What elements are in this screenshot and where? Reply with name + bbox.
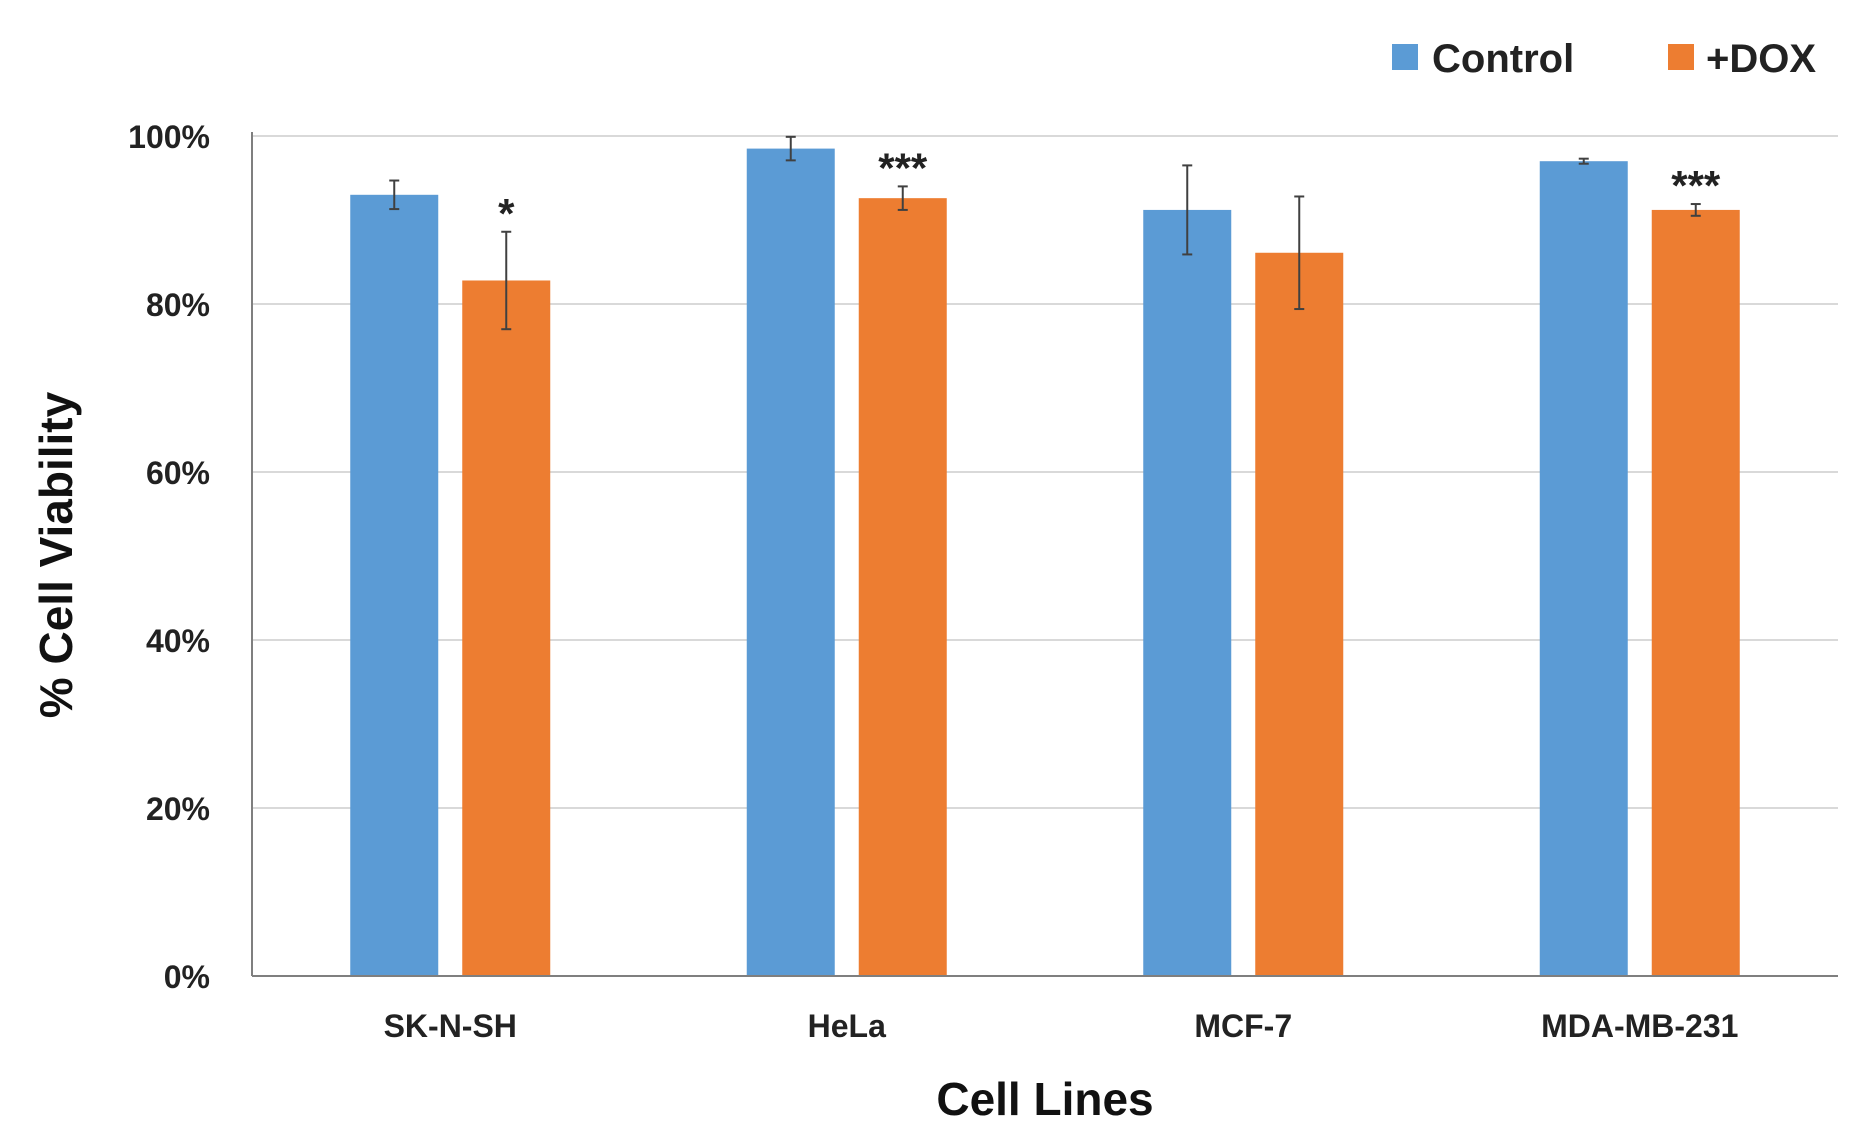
legend-label-control: Control xyxy=(1432,37,1574,81)
y-tick-label: 60% xyxy=(146,455,210,491)
bar-mda-mb-231-dox xyxy=(1651,209,1740,977)
bar-sk-n-sh-control xyxy=(350,194,439,977)
significance-marker: *** xyxy=(1671,162,1721,209)
x-axis-title: Cell Lines xyxy=(936,1073,1153,1125)
axes xyxy=(251,132,1838,977)
labels: 0% 20% 40% 60% 80% 100% SK-N-SH HeLa MCF-7 MDA-MB… xyxy=(128,119,1738,1044)
bar-hela-dox xyxy=(858,198,947,976)
y-tick-label: 100% xyxy=(128,119,210,155)
bar-mcf-7-control xyxy=(1143,209,1232,977)
legend-swatch-dox xyxy=(1668,44,1694,70)
significance-marker: *** xyxy=(878,144,928,191)
y-tick-label: 20% xyxy=(146,791,210,827)
y-axis-title: % Cell Viability xyxy=(30,391,82,718)
legend: Control +DOX xyxy=(1392,37,1816,81)
x-tick-label: HeLa xyxy=(808,1008,886,1044)
legend-label-dox: +DOX xyxy=(1706,37,1816,81)
x-tick-label: MCF-7 xyxy=(1194,1008,1292,1044)
bar-hela-control xyxy=(746,148,835,977)
bar-mcf-7-dox xyxy=(1255,252,1344,976)
x-tick-label: SK-N-SH xyxy=(384,1008,517,1044)
bars xyxy=(350,135,1740,977)
y-tick-label: 80% xyxy=(146,287,210,323)
bar-mda-mb-231-control xyxy=(1539,161,1628,976)
bar-sk-n-sh-dox xyxy=(462,280,551,977)
y-tick-label: 0% xyxy=(164,959,210,995)
legend-swatch-control xyxy=(1392,44,1418,70)
x-tick-label: MDA-MB-231 xyxy=(1541,1008,1738,1044)
y-tick-label: 40% xyxy=(146,623,210,659)
significance-marker: * xyxy=(498,190,515,237)
